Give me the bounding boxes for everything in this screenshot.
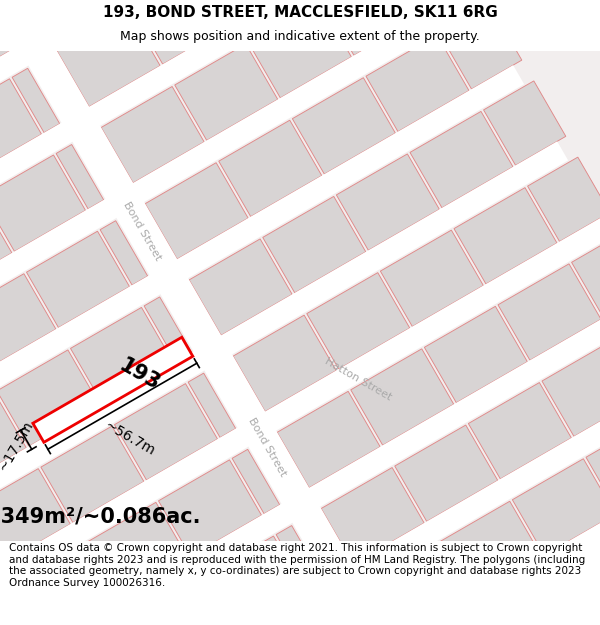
Polygon shape bbox=[351, 349, 454, 445]
Polygon shape bbox=[0, 469, 70, 565]
Text: Hatton Street: Hatton Street bbox=[323, 356, 394, 403]
Text: ~17.5m: ~17.5m bbox=[0, 418, 36, 474]
Polygon shape bbox=[248, 1, 352, 98]
Polygon shape bbox=[0, 0, 348, 279]
Polygon shape bbox=[483, 578, 586, 625]
Polygon shape bbox=[100, 221, 148, 285]
Polygon shape bbox=[85, 503, 188, 599]
Polygon shape bbox=[395, 425, 498, 521]
Polygon shape bbox=[527, 157, 600, 241]
Polygon shape bbox=[409, 620, 512, 625]
Polygon shape bbox=[322, 0, 425, 56]
Polygon shape bbox=[115, 384, 218, 480]
Polygon shape bbox=[395, 0, 478, 13]
Polygon shape bbox=[439, 501, 542, 598]
Polygon shape bbox=[469, 382, 571, 479]
Polygon shape bbox=[365, 544, 468, 625]
Polygon shape bbox=[70, 308, 173, 404]
Polygon shape bbox=[158, 460, 262, 556]
Polygon shape bbox=[131, 0, 234, 64]
Polygon shape bbox=[512, 459, 600, 555]
Polygon shape bbox=[556, 535, 600, 625]
Polygon shape bbox=[366, 35, 469, 132]
Polygon shape bbox=[232, 449, 280, 514]
Polygon shape bbox=[202, 536, 305, 625]
Polygon shape bbox=[307, 272, 410, 369]
Polygon shape bbox=[586, 416, 600, 512]
Polygon shape bbox=[0, 0, 16, 56]
Polygon shape bbox=[129, 579, 232, 625]
Polygon shape bbox=[0, 522, 600, 625]
Polygon shape bbox=[0, 0, 480, 508]
Polygon shape bbox=[440, 5, 522, 89]
Text: ~56.7m: ~56.7m bbox=[101, 418, 157, 458]
Polygon shape bbox=[0, 217, 600, 625]
Polygon shape bbox=[189, 239, 292, 336]
Polygon shape bbox=[0, 0, 436, 432]
Polygon shape bbox=[0, 198, 12, 294]
Polygon shape bbox=[424, 306, 527, 402]
Polygon shape bbox=[454, 188, 557, 284]
Polygon shape bbox=[0, 392, 26, 489]
Polygon shape bbox=[321, 468, 424, 564]
Polygon shape bbox=[188, 373, 236, 438]
Polygon shape bbox=[0, 274, 56, 370]
Polygon shape bbox=[144, 297, 191, 361]
Polygon shape bbox=[542, 340, 600, 436]
Polygon shape bbox=[380, 230, 484, 326]
Polygon shape bbox=[0, 446, 600, 625]
Polygon shape bbox=[320, 602, 368, 625]
Polygon shape bbox=[0, 155, 86, 251]
Polygon shape bbox=[0, 588, 41, 625]
Polygon shape bbox=[263, 196, 366, 293]
Polygon shape bbox=[219, 120, 322, 217]
Polygon shape bbox=[0, 350, 100, 446]
Polygon shape bbox=[56, 144, 104, 209]
Polygon shape bbox=[41, 426, 144, 522]
Text: 193, BOND STREET, MACCLESFIELD, SK11 6RG: 193, BOND STREET, MACCLESFIELD, SK11 6RG bbox=[103, 5, 497, 20]
Polygon shape bbox=[175, 44, 278, 141]
Polygon shape bbox=[0, 370, 600, 625]
Polygon shape bbox=[0, 65, 524, 584]
Polygon shape bbox=[0, 0, 496, 625]
Polygon shape bbox=[277, 391, 380, 488]
Polygon shape bbox=[337, 154, 439, 251]
Polygon shape bbox=[0, 294, 600, 625]
Text: Bond Street: Bond Street bbox=[247, 416, 288, 478]
Polygon shape bbox=[0, 141, 568, 625]
Polygon shape bbox=[26, 231, 130, 328]
Polygon shape bbox=[572, 233, 600, 318]
Text: ~349m²/~0.086ac.: ~349m²/~0.086ac. bbox=[0, 507, 201, 527]
Polygon shape bbox=[101, 86, 204, 183]
Polygon shape bbox=[11, 545, 114, 625]
Polygon shape bbox=[205, 0, 307, 22]
Text: Bond Street: Bond Street bbox=[121, 199, 163, 262]
Polygon shape bbox=[233, 315, 336, 411]
Text: Contains OS data © Crown copyright and database right 2021. This information is : Contains OS data © Crown copyright and d… bbox=[9, 543, 585, 588]
Polygon shape bbox=[145, 162, 248, 259]
Polygon shape bbox=[0, 0, 392, 356]
Polygon shape bbox=[13, 0, 116, 31]
Polygon shape bbox=[247, 612, 350, 625]
Polygon shape bbox=[0, 599, 600, 625]
Polygon shape bbox=[292, 78, 395, 174]
Text: Map shows position and indicative extent of the property.: Map shows position and indicative extent… bbox=[120, 31, 480, 43]
Polygon shape bbox=[410, 111, 513, 208]
Polygon shape bbox=[498, 264, 600, 360]
Polygon shape bbox=[12, 68, 59, 132]
Polygon shape bbox=[57, 10, 160, 107]
Polygon shape bbox=[33, 338, 193, 442]
Polygon shape bbox=[0, 79, 41, 175]
Polygon shape bbox=[55, 621, 158, 625]
Polygon shape bbox=[484, 81, 566, 166]
Polygon shape bbox=[276, 526, 323, 590]
Text: 193: 193 bbox=[116, 355, 164, 394]
